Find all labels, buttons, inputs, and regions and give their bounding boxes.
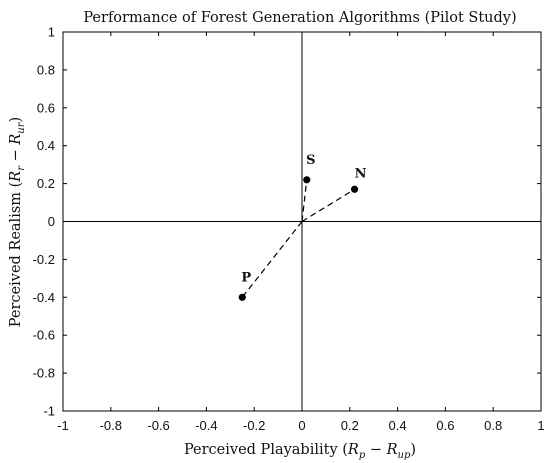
- x-axis-label: Perceived Playability (Rp − Rup): [184, 442, 416, 461]
- y-tick-label: 0: [48, 214, 55, 229]
- x-tick-label: 0.2: [341, 418, 359, 433]
- connector-s: [301, 179, 308, 222]
- axis-ticks: -1 -0.8 -0.6 -0.4 -0.2 0 0.2 0.4 0.6 0.8 1 -1 -0.8 -0…: [33, 25, 545, 434]
- y-tick-label: 1: [48, 25, 55, 40]
- x-tick-label: -0.8: [100, 418, 122, 433]
- data-marks: S N P: [238, 153, 367, 301]
- x-tick-label: 1: [537, 418, 544, 433]
- x-tick-label: -1: [57, 418, 69, 433]
- point-label-p: P: [241, 270, 251, 285]
- connector-n: [301, 188, 355, 223]
- connector-p: [241, 221, 303, 298]
- y-tick-label: 0.6: [37, 100, 55, 115]
- x-tick-label: 0.4: [389, 418, 407, 433]
- point-s: [303, 176, 311, 184]
- x-tick-label: 0.6: [436, 418, 454, 433]
- y-tick-label: -1: [43, 404, 55, 419]
- y-tick-label: 0.8: [37, 62, 55, 77]
- y-tick-label: -0.2: [33, 252, 55, 267]
- y-tick-label: 0.4: [37, 138, 55, 153]
- x-axis-label-text: Perceived Playability (: [184, 442, 348, 458]
- point-label-n: N: [355, 166, 367, 181]
- y-tick-label: -0.8: [33, 366, 55, 381]
- y-axis-label-text: Perceived Realism (: [8, 182, 24, 328]
- chart-title: Performance of Forest Generation Algorit…: [83, 10, 516, 26]
- point-p: [238, 293, 246, 301]
- x-tick-label: 0: [298, 418, 305, 433]
- point-label-s: S: [306, 153, 315, 168]
- x-tick-label: -0.2: [243, 418, 265, 433]
- y-tick-label: 0.2: [37, 176, 55, 191]
- x-tick-label: 0.8: [484, 418, 502, 433]
- x-tick-label: -0.4: [195, 418, 217, 433]
- y-tick-label: -0.4: [33, 290, 55, 305]
- y-axis-label: Perceived Realism (Rr − Rur): [8, 117, 27, 327]
- point-n: [350, 185, 359, 193]
- y-tick-label: -0.6: [33, 328, 55, 343]
- x-tick-label: -0.6: [147, 418, 169, 433]
